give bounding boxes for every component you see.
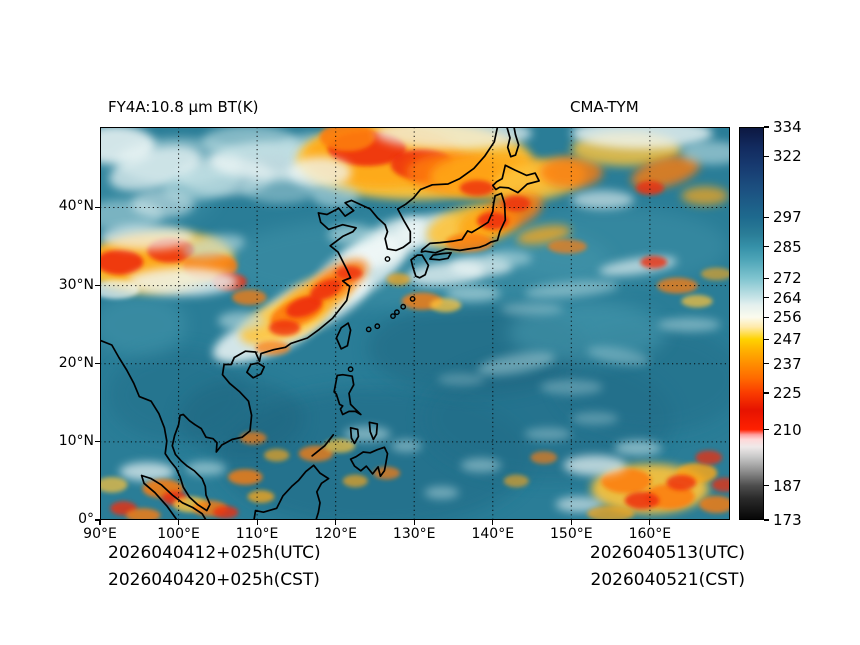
colorbar-tick-mark xyxy=(764,277,769,279)
valid-time-utc: 2026040513(UTC) xyxy=(589,543,745,563)
x-tick-label: 150°E xyxy=(550,526,593,542)
colorbar-tick-label: 247 xyxy=(773,330,802,349)
y-tick-label: 10°N xyxy=(58,432,94,449)
init-time-cst: 2026040420+025h(CST) xyxy=(108,570,320,590)
colorbar-tick-mark xyxy=(764,392,769,394)
colorbar-tick-mark xyxy=(764,316,769,318)
colorbar-tick-label: 187 xyxy=(773,476,802,495)
y-tick-mark xyxy=(95,206,100,209)
colorbar-tick-label: 272 xyxy=(773,269,802,288)
y-tick-mark xyxy=(95,519,100,521)
colorbar-tick-mark xyxy=(764,126,769,128)
colorbar-tick-label: 322 xyxy=(773,147,802,166)
colorbar xyxy=(739,127,764,520)
colorbar-tick-label: 256 xyxy=(773,308,802,327)
x-tick-label: 120°E xyxy=(314,526,357,542)
x-tick-mark xyxy=(649,520,651,525)
colorbar-tick-label: 285 xyxy=(773,237,802,256)
init-time-utc: 2026040412+025h(UTC) xyxy=(108,543,321,563)
y-tick-label: 40°N xyxy=(58,198,94,215)
colorbar-tick-mark xyxy=(764,155,769,157)
y-tick-mark xyxy=(95,441,100,443)
satellite-bt-map xyxy=(100,127,730,520)
footer-right: 2026040513(UTC) 2026040521(CST) xyxy=(400,540,745,594)
model-title: CMA-TYM xyxy=(570,98,639,116)
x-tick-label: 90°E xyxy=(83,526,117,542)
colorbar-tick-mark xyxy=(764,297,769,299)
colorbar-tick-mark xyxy=(764,216,769,218)
colorbar-tick-mark xyxy=(764,485,769,487)
x-tick-mark xyxy=(99,520,101,525)
colorbar-tick-label: 264 xyxy=(773,288,802,307)
x-tick-mark xyxy=(492,520,494,525)
y-tick-mark xyxy=(95,363,100,365)
x-tick-mark xyxy=(177,520,180,525)
x-tick-label: 100°E xyxy=(157,526,200,542)
colorbar-gradient xyxy=(739,127,764,520)
y-tick-label: 20°N xyxy=(58,354,94,371)
colorbar-tick-label: 210 xyxy=(773,420,802,439)
x-tick-label: 160°E xyxy=(628,526,672,542)
y-tick-label: 30°N xyxy=(58,276,94,293)
x-tick-mark xyxy=(413,520,415,525)
x-tick-mark xyxy=(335,520,337,525)
colorbar-tick-label: 334 xyxy=(773,118,802,136)
valid-time-cst: 2026040521(CST) xyxy=(590,570,745,590)
colorbar-tick-mark xyxy=(764,429,769,431)
x-tick-label: 110°E xyxy=(235,526,279,542)
y-tick-mark xyxy=(95,285,100,287)
map-plot xyxy=(100,127,730,520)
colorbar-tick-label: 297 xyxy=(773,208,802,227)
x-tick-mark xyxy=(256,520,258,525)
x-tick-mark xyxy=(570,520,572,525)
y-tick-label: 0° xyxy=(78,511,94,527)
x-tick-label: 130°E xyxy=(392,526,436,542)
colorbar-tick-mark xyxy=(764,338,769,340)
colorbar-tick-mark xyxy=(764,363,769,365)
footer-left: 2026040412+025h(UTC) 2026040420+025h(CST… xyxy=(108,540,321,594)
colorbar-tick-mark xyxy=(764,519,769,521)
x-tick-label: 140°E xyxy=(471,526,515,542)
plot-title: FY4A:10.8 μm BT(K) xyxy=(108,98,259,116)
colorbar-tick-label: 225 xyxy=(773,384,802,403)
coastlines xyxy=(100,127,540,520)
colorbar-tick-mark xyxy=(764,246,769,248)
colorbar-tick-label: 237 xyxy=(773,354,802,373)
colorbar-tick-label: 173 xyxy=(773,511,802,529)
